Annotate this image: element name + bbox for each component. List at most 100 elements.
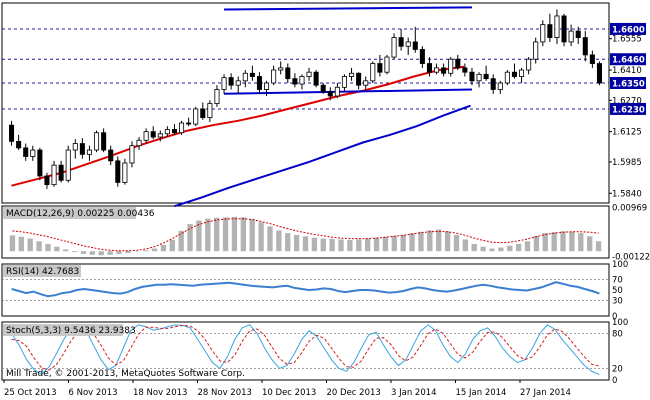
candle-body [490,78,496,90]
price-level-tag [610,102,646,115]
macd-bar [382,236,389,252]
macd-bar [125,251,131,254]
macd-bar [107,251,113,255]
stoch-tick-label: 0 [612,376,617,386]
macd-bar [205,218,211,252]
rsi-levels [2,279,609,301]
channel-upper-line [224,6,472,11]
macd-bar [320,238,326,252]
macd-bar [542,233,548,252]
candle-body [44,175,50,186]
rsi-tick-label: 70 [612,276,623,286]
candle-body [391,37,397,58]
price-level-label: 1.6600 [612,25,645,35]
price-level-tag [610,53,646,66]
candle-body [582,37,588,56]
rsi-tick-label: 30 [612,296,623,306]
candle-body [476,73,482,82]
candle-body [299,76,305,85]
price-tick-label: 1.5840 [612,189,642,199]
candle-body [72,143,78,151]
macd-bar [196,220,202,252]
candle-body [455,58,461,69]
candle-body [554,15,560,38]
candle-body [122,162,128,183]
candle-body [519,69,525,77]
candle-body [108,149,114,162]
macd-bar [36,241,42,252]
rsi-path [11,281,600,298]
candle-body [200,108,206,118]
macd-axis: 0.00969 -0.00122 [612,203,650,262]
macd-label: MACD(12,26,9) 0.00225 0.00436 [6,209,155,219]
macd-bar [418,231,424,252]
candle-body [398,37,404,47]
stoch-lines [11,324,600,375]
macd-bar [471,243,477,252]
candle-body [129,145,135,164]
stoch-axis: 100 80 20 0 [612,318,628,386]
candle-body [51,164,57,186]
candle-body [256,76,262,90]
macd-bar [533,235,540,252]
price-level-label: 1.6350 [612,80,645,90]
price-tick-label: 1.5985 [612,158,642,168]
candle-body [377,63,383,73]
price-tick-label: 1.6125 [612,128,642,138]
date-tick-label: 3 Jan 2014 [391,388,437,398]
candle-body [483,73,489,80]
candle-body [207,103,213,118]
date-tick-label: 28 Nov 2013 [198,388,252,398]
candle-body [356,72,362,86]
stoch-d-line [11,324,600,371]
macd-bar [560,231,566,252]
candle-body [363,80,369,86]
candle-body [462,67,468,73]
candle-body [115,160,121,183]
macd-bar [222,217,229,252]
macd-bar [507,245,513,252]
macd-signal-path [12,218,599,252]
macd-label-bg [3,207,136,219]
candle-body [384,56,390,73]
price-tick-label: 1.6270 [612,96,642,106]
candle-body [228,77,234,86]
macd-bar [338,239,344,252]
price-level-label: 1.6460 [612,56,645,66]
candle-body [547,24,553,38]
macd-bar [160,244,167,252]
candle-body [30,149,36,157]
macd-bar [462,239,469,252]
candle-body [157,133,163,138]
candle-body [568,30,574,43]
rsi-tick-label: 0 [612,312,617,322]
macd-bar [578,233,584,252]
macd-bar [444,231,451,252]
candle-body [327,91,333,97]
candle-body [504,71,510,84]
candle-body [434,67,440,73]
candle-body [540,24,546,43]
price-tick-label: 1.6555 [612,35,642,45]
macd-bar [409,233,415,252]
price-candles [9,9,602,189]
macd-bar [489,248,495,252]
price-level-tag [610,77,646,89]
rsi-line [11,281,600,298]
macd-bar [116,251,122,254]
candle-body [271,69,277,84]
date-tick-label: 25 Oct 2013 [4,388,57,398]
candle-body [320,84,326,93]
candle-body [136,139,142,147]
candle-body [58,164,64,181]
candle-body [469,71,475,82]
date-tick-label: 27 Jan 2014 [520,388,571,398]
macd-bar [498,247,504,252]
macd-bar [80,251,87,254]
macd-tick-label: -0.00122 [612,253,650,263]
candle-body [143,131,149,141]
macd-bar [365,238,371,252]
price-axis: 1.6555 1.6410 1.6270 1.6125 1.5985 1.5840 1.66… [609,22,646,199]
